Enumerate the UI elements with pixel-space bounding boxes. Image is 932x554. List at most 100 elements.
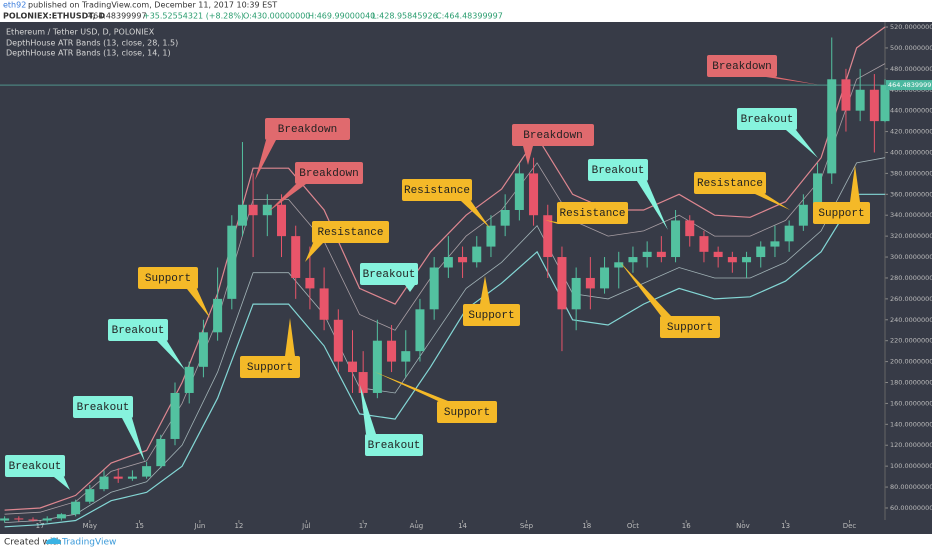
annotation-box xyxy=(108,319,168,341)
annotation-pointer xyxy=(375,372,448,401)
price: 464.48399997 xyxy=(88,12,147,21)
annotation-label: Support xyxy=(247,362,293,374)
annotation-pointer xyxy=(268,184,306,212)
annotation-box xyxy=(265,118,350,140)
annotation-box xyxy=(138,267,198,289)
x-tick-label: 12 xyxy=(234,522,243,530)
candle-body xyxy=(827,79,837,174)
candle-body xyxy=(28,519,38,521)
annotation-pointer xyxy=(786,130,818,158)
candle-body xyxy=(348,361,358,373)
legend-entry: DepthHouse ATR Bands (13, close, 14, 1) xyxy=(6,49,171,58)
y-tick-label: 420.00000000 xyxy=(890,128,932,136)
annotation-box xyxy=(813,202,870,224)
annotation-box xyxy=(240,356,300,378)
candle-body xyxy=(443,257,453,268)
annotation-label: Support xyxy=(667,322,713,334)
price-tag-label: 464.48399997 xyxy=(888,81,932,89)
annotation-box xyxy=(660,316,720,338)
candle-body xyxy=(472,246,482,263)
candle-body xyxy=(333,319,343,362)
annotation-label: Resistance xyxy=(559,208,625,220)
annotation-pointer xyxy=(755,194,790,210)
annotation-box xyxy=(312,221,389,243)
annotation-box xyxy=(73,396,133,418)
annotation-box xyxy=(402,179,472,201)
annotation-label: Resistance xyxy=(317,227,383,239)
y-tick-label: 260.00000000 xyxy=(890,295,932,303)
x-tick-label: 13 xyxy=(781,522,790,530)
x-tick-label: Nov xyxy=(736,522,750,530)
candle-body xyxy=(656,251,666,258)
candle-body xyxy=(614,262,624,268)
candle-body xyxy=(713,251,723,258)
y-tick-label: 160.00000000 xyxy=(890,399,932,407)
footer-bg xyxy=(0,534,932,550)
candle-body xyxy=(628,257,638,263)
annotation-pointer xyxy=(637,181,668,230)
y-tick-label: 280.00000000 xyxy=(890,274,932,282)
legend-entry: DepthHouse ATR Bands (13, close, 28, 1.5… xyxy=(6,39,178,48)
candle-body xyxy=(756,246,766,258)
candle-body xyxy=(56,514,66,519)
y-tick-label: 240.00000000 xyxy=(890,316,932,324)
annotation-label: Breakout xyxy=(77,402,130,414)
annotation-label: Support xyxy=(468,310,514,322)
y-tick-label: 120.00000000 xyxy=(890,441,932,449)
annotation-pointer xyxy=(405,285,415,292)
annotation-label: Resistance xyxy=(697,178,763,190)
candle-body xyxy=(372,340,382,393)
candle-body xyxy=(85,489,95,502)
candle-body xyxy=(170,392,180,439)
candle-body xyxy=(291,236,301,278)
footer-brand[interactable]: TradingView xyxy=(61,538,116,548)
candle-body xyxy=(841,79,851,111)
annotation-pointer xyxy=(850,165,860,202)
annotation-pointer xyxy=(766,77,820,85)
x-tick-label: 14 xyxy=(458,522,467,530)
candle-body xyxy=(237,204,247,226)
x-tick-label: 16 xyxy=(682,522,691,530)
candle-body xyxy=(358,372,368,393)
y-tick-label: 520.00000000 xyxy=(890,23,932,31)
candle-body xyxy=(458,257,468,263)
candle-body xyxy=(585,277,595,289)
y-tick-label: 180.00000000 xyxy=(890,379,932,387)
candle-body xyxy=(671,220,681,258)
candle-body xyxy=(213,298,223,333)
y-tick-label: 500.00000000 xyxy=(890,44,932,52)
annotation-box xyxy=(707,55,777,77)
published: published on TradingView.com, December 1… xyxy=(28,1,277,10)
annotation-box xyxy=(737,108,797,130)
annotation-pointer xyxy=(523,146,533,165)
annotation-box xyxy=(512,124,594,146)
candle-body xyxy=(798,204,808,226)
candle-body xyxy=(42,518,52,521)
high: H:469.99000040 xyxy=(308,12,375,21)
annotation-pointer xyxy=(360,385,376,434)
annotation-box xyxy=(694,172,766,194)
candle-body xyxy=(784,225,794,242)
band-upper xyxy=(4,26,886,511)
annotation-box xyxy=(557,202,628,224)
y-tick-label: 320.00000000 xyxy=(890,232,932,240)
candle-body xyxy=(880,85,890,122)
candle-body xyxy=(156,438,166,467)
candle-body xyxy=(14,518,24,520)
change: +35.52554321 (+8.28%) xyxy=(143,12,244,21)
low: L:428.95845926 xyxy=(372,12,438,21)
candle-body xyxy=(600,267,610,289)
annotation-pointer xyxy=(157,341,185,370)
annotation-label: Resistance xyxy=(404,185,470,197)
annotation-label: Breakout xyxy=(363,269,416,281)
y-tick-label: 300.00000000 xyxy=(890,253,932,261)
price-tag xyxy=(886,80,932,91)
chart-title: Ethereum / Tether USD, D, POLONIEX xyxy=(6,28,155,37)
user[interactable]: eth92 xyxy=(3,1,26,10)
candle-body xyxy=(127,476,137,479)
y-tick-label: 360.00000000 xyxy=(890,190,932,198)
candle-body xyxy=(248,204,258,216)
x-tick-label: Oct xyxy=(627,522,639,530)
candle-body xyxy=(277,204,287,237)
